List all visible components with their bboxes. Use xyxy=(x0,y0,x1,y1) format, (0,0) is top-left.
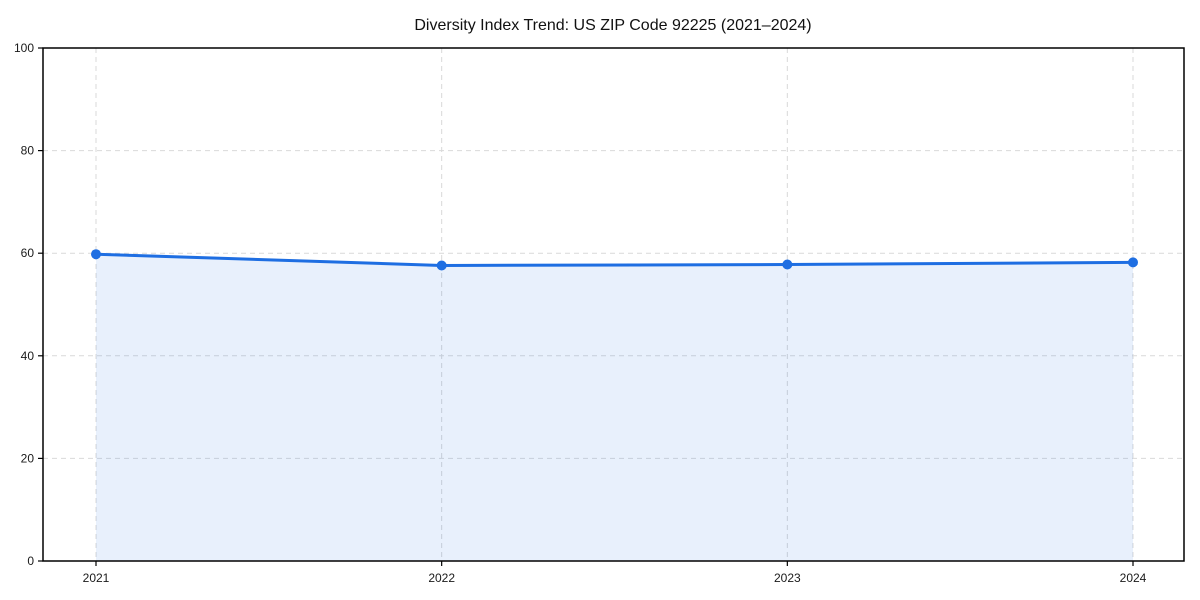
y-tick-label: 100 xyxy=(14,41,34,55)
axis-layer xyxy=(38,47,1185,566)
data-point-marker xyxy=(436,260,447,271)
chart-title: Diversity Index Trend: US ZIP Code 92225… xyxy=(414,17,811,34)
x-tick-label: 2021 xyxy=(83,571,110,585)
y-tick-label: 80 xyxy=(21,144,35,158)
data-point-marker xyxy=(1128,257,1138,268)
x-tick-label: 2024 xyxy=(1120,571,1147,585)
area-fill xyxy=(96,254,1133,561)
trend-line-layer xyxy=(94,252,1135,267)
y-tick-label: 20 xyxy=(21,451,35,465)
data-point-markers xyxy=(91,249,1138,271)
area-fill-layer xyxy=(96,254,1133,561)
y-tick-label: 40 xyxy=(21,349,35,363)
data-point-marker xyxy=(782,259,793,270)
x-tick-label: 2022 xyxy=(428,571,455,585)
plot-border xyxy=(42,47,1185,562)
x-tick-label: 2023 xyxy=(774,571,801,585)
y-tick-label: 60 xyxy=(21,246,35,260)
trend-line xyxy=(94,252,1135,267)
data-point-marker xyxy=(91,249,101,260)
tick-label-layer: 0 20 40 60 80 100 2021 2022 2023 2024 xyxy=(14,41,1147,585)
y-tick-label: 0 xyxy=(27,554,34,568)
